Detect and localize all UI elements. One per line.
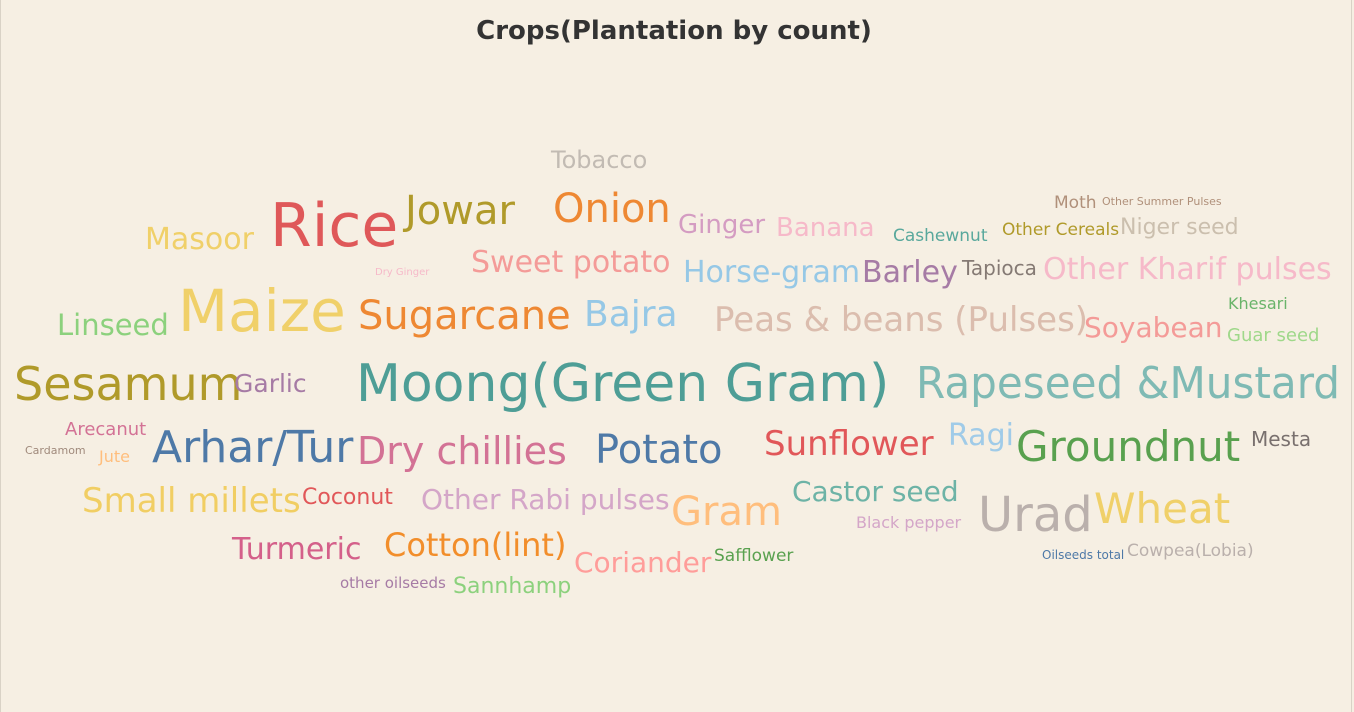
word-sesamum: Sesamum [14, 357, 243, 411]
word-cardamom: Cardamom [25, 444, 86, 457]
word-horse-gram: Horse-gram [683, 255, 861, 290]
word-safflower: Safflower [714, 546, 794, 566]
word-sunflower: Sunflower [764, 424, 934, 464]
word-onion: Onion [553, 186, 671, 232]
word-bajra: Bajra [584, 294, 678, 335]
word-coriander: Coriander [574, 546, 712, 579]
word-castor-seed: Castor seed [792, 475, 959, 508]
word-wheat: Wheat [1094, 484, 1231, 533]
word-other-summer-pulses: Other Summer Pulses [1102, 195, 1222, 208]
word-linseed: Linseed [57, 308, 169, 342]
word-moong-green-gram: Moong(Green Gram) [356, 354, 890, 414]
chart-title: Crops(Plantation by count) [476, 16, 872, 46]
word-niger-seed: Niger seed [1120, 215, 1239, 240]
word-oilseeds-total: Oilseeds total [1042, 548, 1125, 562]
word-cotton-lint: Cotton(lint) [384, 526, 567, 564]
word-arecanut: Arecanut [65, 419, 147, 440]
word-urad: Urad [978, 487, 1093, 543]
word-garlic: Garlic [234, 369, 307, 398]
word-moth: Moth [1054, 193, 1097, 213]
word-other-oilseeds: other oilseeds [340, 574, 446, 592]
word-cashewnut: Cashewnut [893, 226, 988, 246]
word-cowpea-lobia: Cowpea(Lobia) [1127, 541, 1254, 561]
word-maize: Maize [178, 277, 346, 345]
word-groundnut: Groundnut [1016, 422, 1241, 471]
word-ginger: Ginger [678, 210, 766, 240]
word-tapioca: Tapioca [962, 256, 1037, 280]
word-turmeric: Turmeric [232, 532, 362, 567]
word-khesari: Khesari [1228, 294, 1288, 313]
word-tobacco: Tobacco [551, 146, 648, 174]
word-potato: Potato [595, 427, 723, 473]
word-sannhamp: Sannhamp [453, 574, 572, 599]
word-rapeseed-mustard: Rapeseed &Mustard [916, 358, 1341, 409]
word-black-pepper: Black pepper [856, 513, 962, 532]
word-other-cereals: Other Cereals [1002, 220, 1120, 240]
word-other-kharif-pulses: Other Kharif pulses [1043, 252, 1332, 287]
word-barley: Barley [862, 255, 958, 290]
word-soyabean: Soyabean [1084, 311, 1223, 344]
word-jute: Jute [99, 447, 130, 466]
word-coconut: Coconut [302, 485, 393, 510]
word-rice: Rice [270, 191, 399, 261]
word-dry-chillies: Dry chillies [357, 429, 567, 473]
word-arhar-tur: Arhar/Tur [152, 422, 354, 473]
word-sugarcane: Sugarcane [358, 293, 571, 339]
word-jowar: Jowar [405, 188, 515, 234]
word-guar-seed: Guar seed [1227, 325, 1320, 346]
word-peas-beans-pulses: Peas & beans (Pulses) [714, 300, 1089, 340]
word-dry-ginger: Dry Ginger [375, 267, 430, 278]
word-sweet-potato: Sweet potato [471, 245, 671, 280]
word-mesta: Mesta [1251, 427, 1312, 451]
word-other-rabi-pulses: Other Rabi pulses [421, 483, 670, 516]
word-ragi: Ragi [948, 418, 1014, 453]
word-banana: Banana [776, 213, 875, 243]
word-masoor: Masoor [145, 222, 254, 257]
word-small-millets: Small millets [82, 481, 301, 521]
word-gram: Gram [671, 489, 782, 535]
